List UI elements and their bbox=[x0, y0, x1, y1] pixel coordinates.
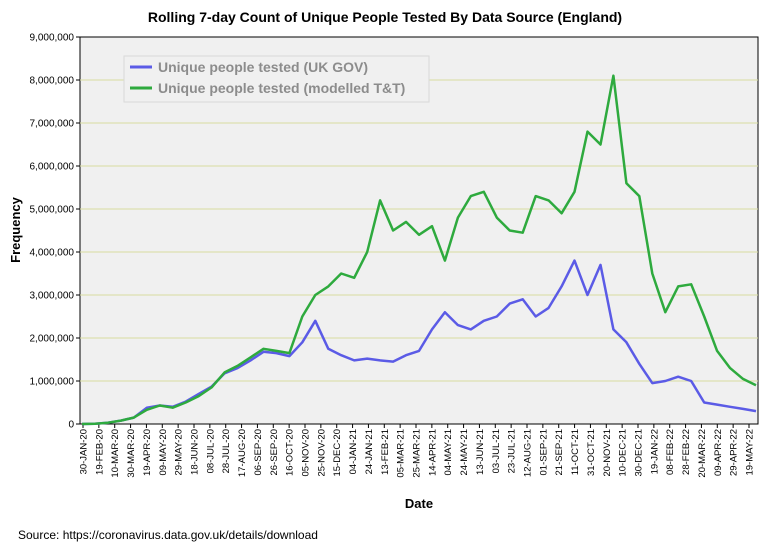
y-tick-label: 8,000,000 bbox=[30, 76, 75, 87]
y-tick-label: 3,000,000 bbox=[30, 291, 75, 302]
x-tick-label: 09-APR-22 bbox=[713, 429, 724, 476]
x-tick-label: 19-JAN-22 bbox=[649, 429, 660, 474]
x-axis: 30-JAN-20 19-FEB-20 10-MAR-20 30-MAR-20 19-A… bbox=[79, 424, 756, 478]
y-tick-label: 5,000,000 bbox=[30, 205, 75, 216]
source-note: Source: https://coronavirus.data.gov.uk/… bbox=[18, 528, 318, 542]
x-tick-label: 20-MAR-22 bbox=[697, 429, 708, 478]
x-tick-label: 01-SEP-21 bbox=[538, 429, 549, 475]
x-tick-label: 19-APR-20 bbox=[142, 429, 153, 476]
x-tick-label: 21-SEP-21 bbox=[554, 429, 565, 475]
y-tick-label: 4,000,000 bbox=[30, 248, 75, 259]
y-tick-label: 2,000,000 bbox=[30, 334, 75, 345]
x-tick-label: 23-JUL-21 bbox=[507, 429, 518, 473]
gridlines bbox=[80, 79, 758, 382]
x-tick-label: 06-SEP-20 bbox=[253, 429, 264, 475]
x-tick-label: 24-JAN-21 bbox=[364, 429, 375, 474]
x-tick-label: 04-MAY-21 bbox=[443, 429, 454, 475]
x-tick-label: 14-APR-21 bbox=[427, 429, 438, 476]
y-tick-label: 0 bbox=[68, 420, 74, 431]
chart-title: Rolling 7-day Count of Unique People Tes… bbox=[148, 9, 622, 25]
x-tick-label: 13-FEB-21 bbox=[380, 429, 391, 475]
series-line-uk-gov bbox=[81, 259, 757, 426]
y-axis-title: Frequency bbox=[8, 196, 23, 263]
x-tick-label: 30-MAR-20 bbox=[126, 429, 137, 478]
x-tick-label: 05-MAR-21 bbox=[396, 429, 407, 478]
x-tick-label: 08-JUL-20 bbox=[205, 429, 216, 473]
x-tick-label: 16-OCT-20 bbox=[285, 429, 296, 476]
x-tick-label: 04-JAN-21 bbox=[348, 429, 359, 474]
x-tick-label: 30-DEC-21 bbox=[634, 429, 645, 477]
y-tick-label: 9,000,000 bbox=[30, 33, 75, 44]
x-tick-label: 19-FEB-20 bbox=[94, 429, 105, 475]
x-tick-label: 18-JUN-20 bbox=[190, 429, 201, 475]
legend-label-modelled: Unique people tested (modelled T&T) bbox=[158, 80, 405, 96]
series-lines bbox=[81, 74, 757, 426]
x-tick-label: 28-FEB-22 bbox=[681, 429, 692, 475]
series-line-modelled bbox=[81, 74, 757, 426]
legend: Unique people tested (UK GOV) Unique peo… bbox=[123, 55, 430, 103]
x-tick-label: 11-OCT-21 bbox=[570, 429, 581, 475]
x-tick-label: 29-MAY-20 bbox=[174, 429, 185, 475]
x-tick-label: 09-MAY-20 bbox=[158, 429, 169, 475]
x-tick-label: 13-JUN-21 bbox=[475, 429, 486, 475]
y-axis: 0 1,000,000 2,000,000 3,000,000 4,000,000 5,0… bbox=[30, 33, 80, 431]
x-tick-label: 12-AUG-21 bbox=[523, 429, 534, 477]
x-tick-label: 03-JUL-21 bbox=[491, 429, 502, 473]
x-tick-label: 10-DEC-21 bbox=[618, 429, 629, 477]
x-tick-label: 08-FEB-22 bbox=[665, 429, 676, 475]
x-tick-label: 28-JUL-20 bbox=[221, 429, 232, 473]
x-tick-label: 25-MAR-21 bbox=[412, 429, 423, 478]
x-tick-label: 26-SEP-20 bbox=[269, 429, 280, 475]
x-tick-label: 15-DEC-20 bbox=[332, 429, 343, 477]
x-tick-label: 30-JAN-20 bbox=[79, 429, 90, 474]
x-tick-label: 31-OCT-21 bbox=[586, 429, 597, 476]
x-axis-title: Date bbox=[405, 496, 433, 511]
y-tick-label: 7,000,000 bbox=[30, 119, 75, 130]
x-tick-label: 10-MAR-20 bbox=[110, 429, 121, 478]
x-tick-label: 24-MAY-21 bbox=[459, 429, 470, 475]
x-tick-label: 20-NOV-21 bbox=[602, 429, 613, 477]
x-tick-label: 17-AUG-20 bbox=[237, 429, 248, 477]
x-tick-label: 05-NOV-20 bbox=[301, 429, 312, 477]
x-tick-label: 19-MAY-22 bbox=[745, 429, 756, 475]
legend-label-uk-gov: Unique people tested (UK GOV) bbox=[158, 59, 368, 75]
x-tick-label: 29-APR-22 bbox=[729, 429, 740, 476]
legend-box bbox=[123, 55, 430, 103]
x-tick-label: 25-NOV-20 bbox=[316, 429, 327, 477]
y-tick-label: 1,000,000 bbox=[30, 377, 75, 388]
y-tick-label: 6,000,000 bbox=[30, 162, 75, 173]
